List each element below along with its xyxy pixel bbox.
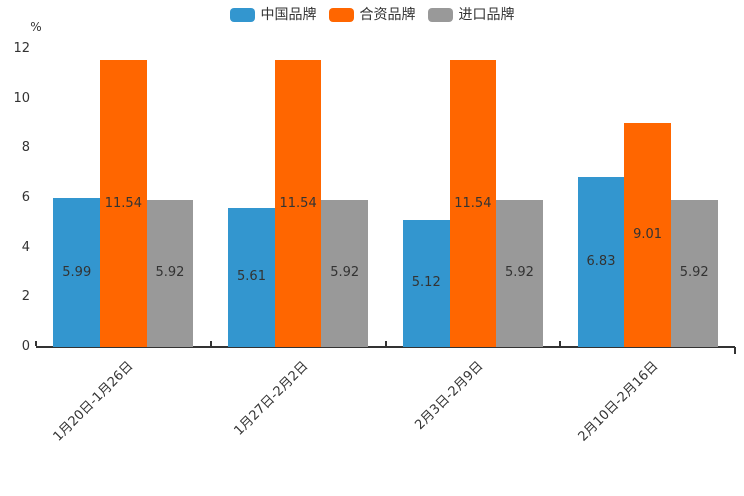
- legend-item-china-brand[interactable]: 中国品牌: [229, 7, 317, 23]
- bar-value-label: 6.83: [586, 254, 616, 270]
- y-axis-tick-label: 6: [21, 190, 30, 205]
- bar-value-label: 5.12: [411, 275, 441, 291]
- chart-legend: 中国品牌 合资品牌 进口品牌: [0, 7, 744, 23]
- bar-value-label: 5.99: [62, 264, 92, 280]
- bar-import-brand: [670, 199, 718, 347]
- y-axis-unit-label: %: [30, 20, 42, 34]
- y-axis-tick-label: 0: [21, 339, 30, 354]
- bar-import-brand: [146, 199, 194, 347]
- x-axis-tick: [35, 341, 37, 346]
- x-axis-label: 1月20日-1月26日: [51, 358, 137, 445]
- x-axis-tick: [384, 341, 387, 346]
- y-axis-tick-label: 12: [13, 41, 30, 56]
- y-axis-tick-label: 2: [21, 289, 30, 305]
- bar-value-label: 5.92: [679, 265, 709, 281]
- bar-joint-venture-brand: [624, 123, 671, 347]
- legend-item-import-brand[interactable]: 进口品牌: [427, 7, 515, 23]
- x-axis-label: 1月27日-2月2日: [231, 358, 312, 439]
- x-axis-line: [36, 346, 735, 348]
- x-axis-tick: [209, 341, 212, 346]
- bar-value-label: 5.92: [330, 265, 360, 281]
- legend-item-joint-venture-brand[interactable]: 合资品牌: [328, 7, 416, 23]
- bar-joint-venture-brand: [274, 60, 322, 347]
- bar-value-label: 5.61: [237, 269, 266, 285]
- bar-import-brand: [496, 199, 543, 347]
- bar-value-label: 11.54: [454, 195, 492, 211]
- bar-joint-venture-brand: [449, 60, 497, 347]
- bar-china-brand: [228, 207, 275, 347]
- bar-china-brand: [577, 177, 625, 347]
- bar-value-label: 5.92: [155, 265, 185, 281]
- legend-swatch-icon: [427, 8, 453, 22]
- legend-label: 进口品牌: [458, 7, 515, 23]
- legend-label: 合资品牌: [359, 7, 416, 23]
- bar-value-label: 11.54: [279, 195, 317, 211]
- legend-swatch-icon: [229, 8, 255, 22]
- bar-value-label: 9.01: [633, 227, 663, 243]
- legend-swatch-icon: [328, 8, 354, 22]
- bar-value-label: 11.54: [104, 195, 142, 211]
- bar-import-brand: [321, 199, 369, 347]
- bar-value-label: 5.92: [504, 265, 534, 281]
- x-axis-label: 2月3日-2月9日: [412, 358, 487, 433]
- x-axis-label: 2月10日-2月16日: [575, 358, 662, 445]
- legend-label: 中国品牌: [260, 7, 317, 23]
- x-axis-tick: [559, 341, 562, 346]
- bar-china-brand: [402, 219, 450, 347]
- bar-china-brand: [53, 198, 101, 347]
- x-axis-tick: [734, 347, 736, 354]
- y-axis-tick-label: 8: [21, 140, 30, 156]
- bar-joint-venture-brand: [100, 60, 147, 347]
- y-axis-tick-label: 10: [13, 90, 30, 106]
- y-axis-tick-label: 4: [21, 239, 30, 255]
